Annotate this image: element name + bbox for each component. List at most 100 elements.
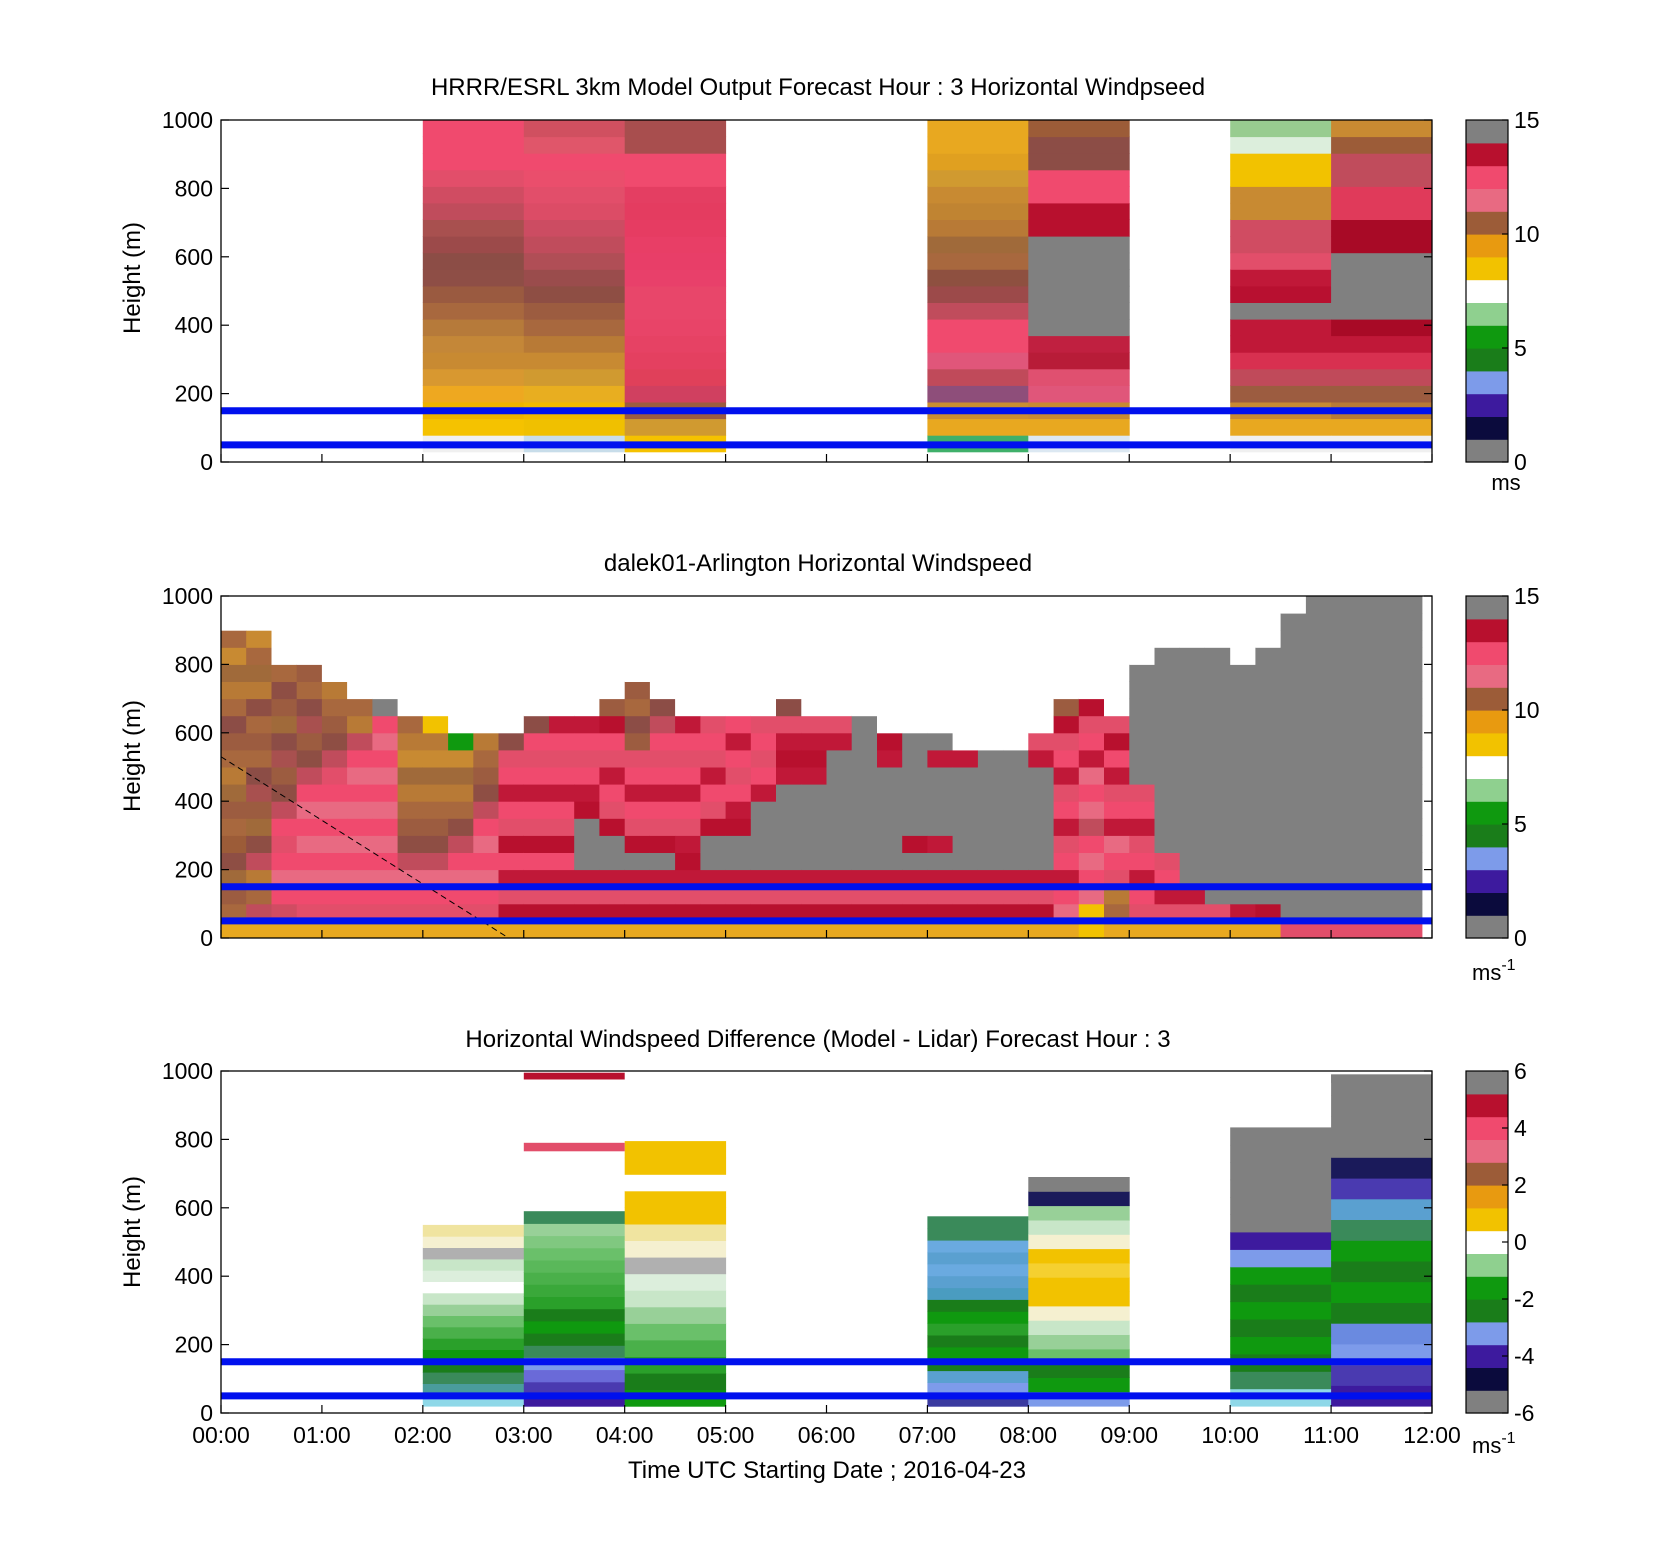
heatmap-cell [498, 681, 525, 700]
heatmap-cell [296, 835, 323, 853]
heatmap-cell [1230, 920, 1256, 939]
heatmap-cell [750, 749, 777, 768]
heatmap-cell [675, 886, 701, 905]
heatmap-cell [1406, 835, 1423, 853]
heatmap-cell [700, 698, 727, 717]
heatmap-cell [599, 818, 626, 836]
heatmap-cell [826, 818, 853, 836]
heatmap-cell [321, 732, 348, 751]
heatmap-cell [624, 1323, 727, 1341]
heatmap-cell [624, 236, 727, 254]
heatmap-cell [1331, 236, 1433, 254]
heatmap-cell [1381, 715, 1408, 734]
heatmap-cell [700, 852, 727, 871]
heatmap-cell [422, 385, 525, 403]
y-tick-label: 0 [200, 449, 213, 475]
heatmap-cell [1003, 681, 1029, 700]
heatmap-cell [1356, 869, 1382, 888]
heatmap-cell [1003, 767, 1029, 785]
heatmap-cell [776, 681, 802, 700]
heatmap-cell [1078, 647, 1105, 665]
y-tick-label: 0 [200, 1400, 213, 1426]
heatmap-cell [675, 920, 701, 939]
heatmap-cell [1028, 869, 1054, 888]
heatmap-cell [523, 886, 550, 905]
heatmap-cell [473, 818, 499, 836]
heatmap-cell [397, 886, 424, 905]
heatmap-cell [347, 647, 373, 665]
heatmap-cell [271, 818, 298, 836]
heatmap-cell [725, 903, 752, 922]
heatmap-cell [1280, 715, 1307, 734]
heatmap-cell [624, 869, 651, 888]
colorbar-segment [1466, 1071, 1508, 1095]
heatmap-cell [347, 596, 373, 614]
heatmap-cell [574, 749, 600, 768]
heatmap-cell [1406, 715, 1423, 734]
heatmap-cell [296, 630, 323, 648]
heatmap-cell [321, 596, 348, 614]
heatmap-cell [1230, 202, 1332, 220]
heatmap-cell [700, 903, 727, 922]
heatmap-cell [750, 920, 777, 939]
heatmap-cell [1204, 749, 1231, 768]
heatmap-cell [902, 698, 928, 717]
heatmap-cell [1331, 202, 1433, 220]
heatmap-cell [246, 732, 272, 751]
heatmap-cell [1179, 749, 1206, 768]
heatmap-cell [1280, 630, 1307, 648]
x-tick-label: 01:00 [293, 1422, 351, 1448]
heatmap-cell [1078, 920, 1105, 939]
heatmap-cell [321, 613, 348, 631]
heatmap-cell [246, 886, 272, 905]
heatmap-cell [826, 767, 853, 785]
heatmap-cell [523, 169, 626, 187]
heatmap-cell [927, 269, 1029, 287]
y-tick-label: 0 [200, 925, 213, 951]
heatmap-cell [372, 784, 399, 802]
heatmap-cell [902, 852, 928, 871]
heatmap-cell [422, 319, 525, 337]
heatmap-cell [1104, 613, 1130, 631]
heatmap-cell [1179, 664, 1206, 682]
heatmap-cell [498, 596, 525, 614]
heatmap-cell [1331, 869, 1357, 888]
heatmap-cell [902, 630, 928, 648]
heatmap-cell [1129, 698, 1155, 717]
colorbar: -6 -4 -2 0 2 4 6 [1465, 1058, 1535, 1426]
heatmap-cell [246, 903, 272, 922]
heatmap-cell [422, 352, 525, 370]
colorbar-segment [1466, 1299, 1508, 1323]
heatmap-cell [1280, 920, 1307, 939]
heatmap-cell [498, 732, 525, 751]
heatmap-cell [1230, 368, 1332, 386]
heatmap-cell [927, 136, 1029, 154]
heatmap-cell [952, 784, 979, 802]
heatmap-cell [1129, 630, 1155, 648]
heatmap-cell [1129, 749, 1155, 768]
y-tick-label: 200 [175, 857, 213, 883]
heatmap-cell [624, 219, 727, 237]
colorbar-segment [1466, 869, 1508, 893]
heatmap-cell [1028, 120, 1130, 138]
heatmap-cell [675, 630, 701, 648]
heatmap-cell [422, 749, 449, 768]
heatmap-cell [473, 852, 499, 871]
heatmap-cell [422, 784, 449, 802]
heatmap-cell [1406, 869, 1423, 888]
heatmap-cell [523, 920, 550, 939]
heatmap-cell [1053, 869, 1080, 888]
heatmap-cell [1204, 835, 1231, 853]
colorbar: 0 5 10 15 [1465, 583, 1540, 951]
heatmap-band [1331, 1074, 1432, 1083]
heatmap-cell [927, 767, 954, 785]
heatmap-cell [927, 1311, 1029, 1324]
heatmap-cell [498, 801, 525, 819]
heatmap-cell [675, 869, 701, 888]
heatmap-cell [927, 1382, 1029, 1395]
heatmap-cell [296, 647, 323, 665]
heatmap-cell [927, 818, 954, 836]
heatmap-cell [1154, 767, 1181, 785]
heatmap-cell [1381, 869, 1408, 888]
heatmap-cell [776, 698, 802, 717]
